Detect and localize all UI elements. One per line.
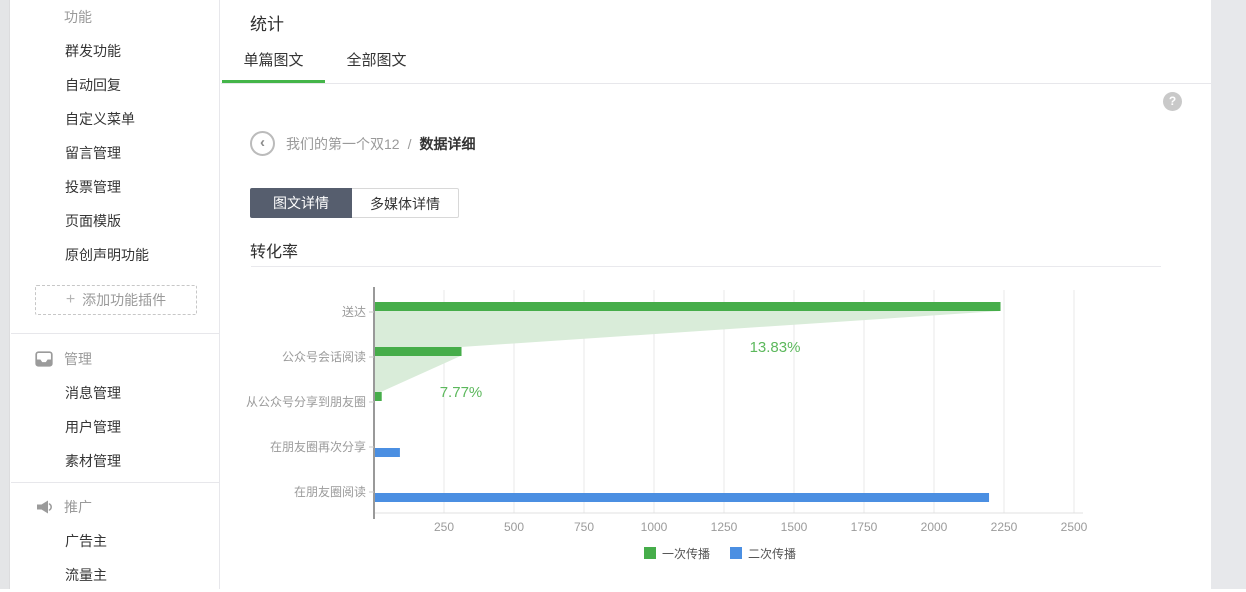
plus-icon: + — [65, 291, 76, 308]
sidebar-item-votes[interactable]: 投票管理 — [65, 179, 121, 195]
tab-bar: 单篇图文 全部图文 ? — [221, 38, 1211, 111]
features-grid-icon — [35, 8, 53, 26]
tab-all-articles[interactable]: 全部图文 — [346, 52, 407, 69]
main-content: 统计 单篇图文 全部图文 ? ‹ 我们的第一个双12 / 数据详细 图文详情 多… — [221, 0, 1211, 589]
section-divider — [251, 266, 1161, 267]
category-label: 送达 — [342, 304, 366, 319]
sidebar-item-comments[interactable]: 留言管理 — [65, 145, 121, 161]
sidebar-item-custom-menu[interactable]: 自定义菜单 — [65, 111, 135, 127]
sidebar-item-advertiser[interactable]: 广告主 — [65, 533, 107, 549]
tab-single-article[interactable]: 单篇图文 — [222, 38, 325, 83]
x-axis-tick-label: 1750 — [851, 520, 878, 534]
sidebar-item-page-template[interactable]: 页面模版 — [65, 213, 121, 229]
bar-secondary-spread — [375, 448, 400, 457]
sidebar-section-label: 管理 — [64, 351, 92, 367]
legend-label: 二次传播 — [748, 546, 796, 561]
back-button[interactable]: ‹ — [250, 131, 275, 156]
category-label: 在朋友圈再次分享 — [270, 439, 366, 454]
funnel-area — [374, 311, 1000, 347]
legend-label: 一次传播 — [662, 546, 710, 561]
category-label: 在朋友圈阅读 — [294, 485, 366, 499]
sidebar-section-label: 功能 — [64, 9, 92, 25]
funnel-area — [374, 356, 461, 392]
chevron-left-icon: ‹ — [260, 134, 265, 151]
right-gutter — [1211, 0, 1246, 589]
legend-swatch — [730, 547, 742, 559]
sidebar-section-features: 功能 — [11, 0, 219, 34]
breadcrumb-parent-link[interactable]: 我们的第一个双12 — [286, 135, 400, 152]
x-axis-tick-label: 500 — [504, 520, 524, 534]
sidebar-item-messages[interactable]: 消息管理 — [65, 385, 121, 401]
x-axis-tick-label: 2000 — [921, 520, 948, 534]
conversion-rate-label: 13.83% — [750, 339, 801, 356]
x-axis-tick-label: 750 — [574, 520, 594, 534]
bar-primary-spread — [375, 302, 1001, 311]
breadcrumb: ‹ 我们的第一个双12 / 数据详细 — [250, 130, 475, 157]
sidebar-item-original-claim[interactable]: 原创声明功能 — [65, 247, 149, 263]
category-label: 公众号会话阅读 — [282, 350, 366, 364]
page-title: 统计 — [250, 15, 284, 34]
sidebar-item-traffic[interactable]: 流量主 — [65, 567, 107, 583]
add-plugin-label: 添加功能插件 — [82, 292, 167, 308]
sidebar-section-manage: 管理 — [11, 342, 219, 376]
x-axis-tick-label: 2250 — [991, 520, 1018, 534]
left-gutter — [0, 0, 10, 589]
conversion-chart-svg: 250 500 750 1000 1250 1500 1750 2000 2250 2500 13.… — [246, 287, 1088, 561]
bar-secondary-spread — [375, 493, 990, 502]
toggle-media-detail[interactable]: 多媒体详情 — [352, 188, 459, 218]
x-axis-tick-label: 1000 — [641, 520, 668, 534]
legend-swatch — [644, 547, 656, 559]
x-axis-tick-label: 250 — [434, 520, 454, 534]
bar-primary-spread — [375, 392, 382, 401]
help-icon[interactable]: ? — [1163, 92, 1182, 111]
breadcrumb-separator: / — [407, 135, 412, 152]
sidebar: 功能 群发功能 自动回复 自定义菜单 留言管理 投票管理 页面模版 原创声明功能… — [11, 0, 220, 589]
conversion-rate-label: 7.77% — [440, 384, 483, 401]
detail-toggle-group: 图文详情 多媒体详情 — [250, 188, 459, 218]
bar-primary-spread — [375, 347, 462, 356]
sidebar-item-materials[interactable]: 素材管理 — [65, 453, 121, 469]
chart-section-title: 转化率 — [250, 244, 299, 261]
x-axis-tick-label: 1500 — [781, 520, 808, 534]
conversion-chart: 250 500 750 1000 1250 1500 1750 2000 2250 2500 13.… — [246, 275, 1191, 575]
promote-megaphone-icon — [35, 498, 53, 516]
manage-inbox-icon — [35, 350, 53, 368]
toggle-article-detail[interactable]: 图文详情 — [250, 188, 352, 218]
sidebar-section-promote: 推广 — [11, 490, 219, 524]
sidebar-divider — [11, 482, 219, 483]
sidebar-item-users[interactable]: 用户管理 — [65, 419, 121, 435]
x-axis-tick-label: 1250 — [711, 520, 738, 534]
sidebar-section-label: 推广 — [64, 499, 92, 515]
sidebar-divider — [11, 333, 219, 334]
x-axis-tick-label: 2500 — [1061, 520, 1088, 534]
sidebar-item-auto-reply[interactable]: 自动回复 — [65, 77, 121, 93]
breadcrumb-current: 数据详细 — [419, 135, 476, 152]
sidebar-item-mass-send[interactable]: 群发功能 — [65, 43, 121, 59]
category-label: 从公众号分享到朋友圈 — [246, 394, 366, 409]
add-plugin-button[interactable]: + 添加功能插件 — [35, 285, 197, 315]
